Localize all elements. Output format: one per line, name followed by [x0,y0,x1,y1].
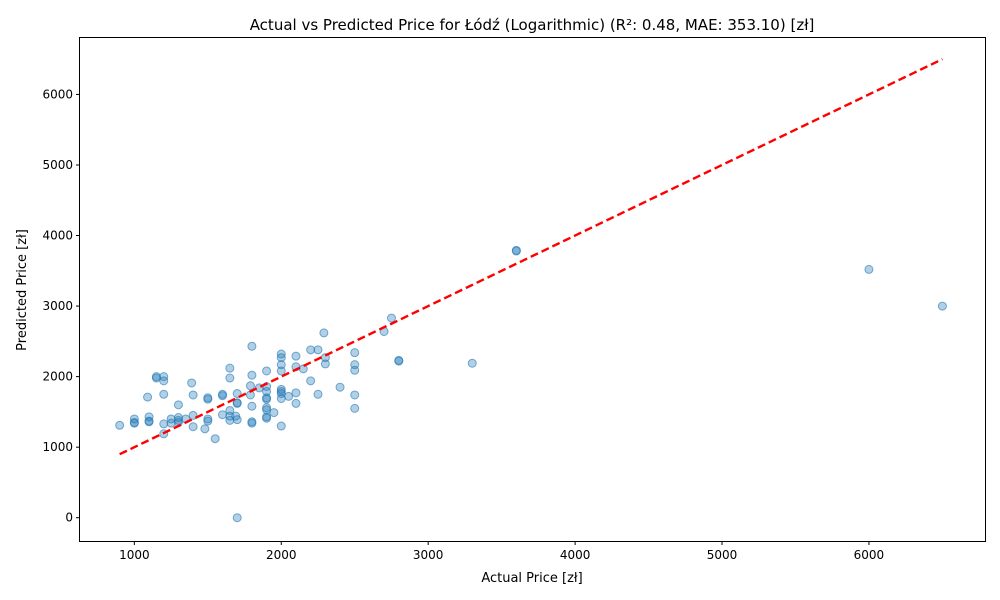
data-point [350,390,360,400]
data-point [467,358,477,368]
data-point [276,421,286,431]
x-tick-label: 2000 [266,548,297,562]
data-point [218,391,228,401]
data-point [188,422,198,432]
data-point [306,345,316,355]
y-tick-label: 5000 [42,158,73,172]
data-point [225,363,235,373]
y-axis-label: Predicted Price [zł] [15,229,30,351]
y-tick-label: 3000 [42,299,73,313]
data-point [511,245,521,255]
x-tick-label: 4000 [560,548,591,562]
data-point [386,313,396,323]
data-point [350,348,360,358]
plot-frame [79,37,986,542]
data-point [232,398,242,408]
data-point [247,401,257,411]
data-point [291,398,301,408]
data-point [247,341,257,351]
data-point [394,356,404,366]
ticks: 1000 2000 3000 4000 5000 6000 0 1000 2000 3000 400… [42,87,884,562]
data-point [159,419,169,429]
data-point [188,410,198,420]
data-point [276,360,286,370]
data-point [218,410,228,420]
data-point [232,415,242,425]
y-tick-label: 1000 [42,440,73,454]
data-point [225,373,235,383]
x-tick-label: 1000 [119,548,150,562]
data-point [276,366,286,376]
data-point [864,264,874,274]
data-point [247,370,257,380]
data-point [262,403,272,413]
data-point [188,390,198,400]
reference-line [119,58,943,456]
data-point [276,393,286,403]
data-point [284,391,294,401]
data-point [129,418,139,428]
data-point [232,513,242,523]
data-point [173,400,183,410]
data-point [937,301,947,311]
data-point [187,378,197,388]
y-tick-label: 6000 [42,87,73,101]
data-point [306,376,316,386]
data-point [247,418,257,428]
data-point [203,414,213,424]
x-tick-label: 5000 [707,548,738,562]
data-point [245,381,255,391]
data-point [262,394,272,404]
y-tick-label: 0 [65,511,73,525]
data-point [210,434,220,444]
data-point [350,403,360,413]
data-point [335,382,345,392]
data-point [262,366,272,376]
data-point [144,417,154,427]
data-points [115,245,947,523]
data-point [320,359,330,369]
y-tick-label: 4000 [42,229,73,243]
data-point [151,373,161,383]
data-point [159,389,169,399]
reference-line-layer [119,58,943,456]
data-point [203,416,213,426]
x-tick-label: 3000 [413,548,444,562]
data-point [298,364,308,374]
data-point [159,376,169,386]
data-point [203,394,213,404]
data-point [276,353,286,363]
data-point [200,424,210,434]
data-point [115,420,125,430]
data-point [143,392,153,402]
x-tick-label: 6000 [854,548,885,562]
data-point [313,345,323,355]
y-tick-label: 2000 [42,370,73,384]
data-point [262,413,272,423]
chart-title: Actual vs Predicted Price for Łódź (Loga… [250,16,815,34]
data-point [291,388,301,398]
data-point [319,328,329,338]
data-point [291,351,301,361]
data-point [166,418,176,428]
data-point [350,365,360,375]
x-axis-label: Actual Price [zł] [481,571,582,586]
data-point [276,386,286,396]
data-point [313,389,323,399]
data-point [269,408,279,418]
